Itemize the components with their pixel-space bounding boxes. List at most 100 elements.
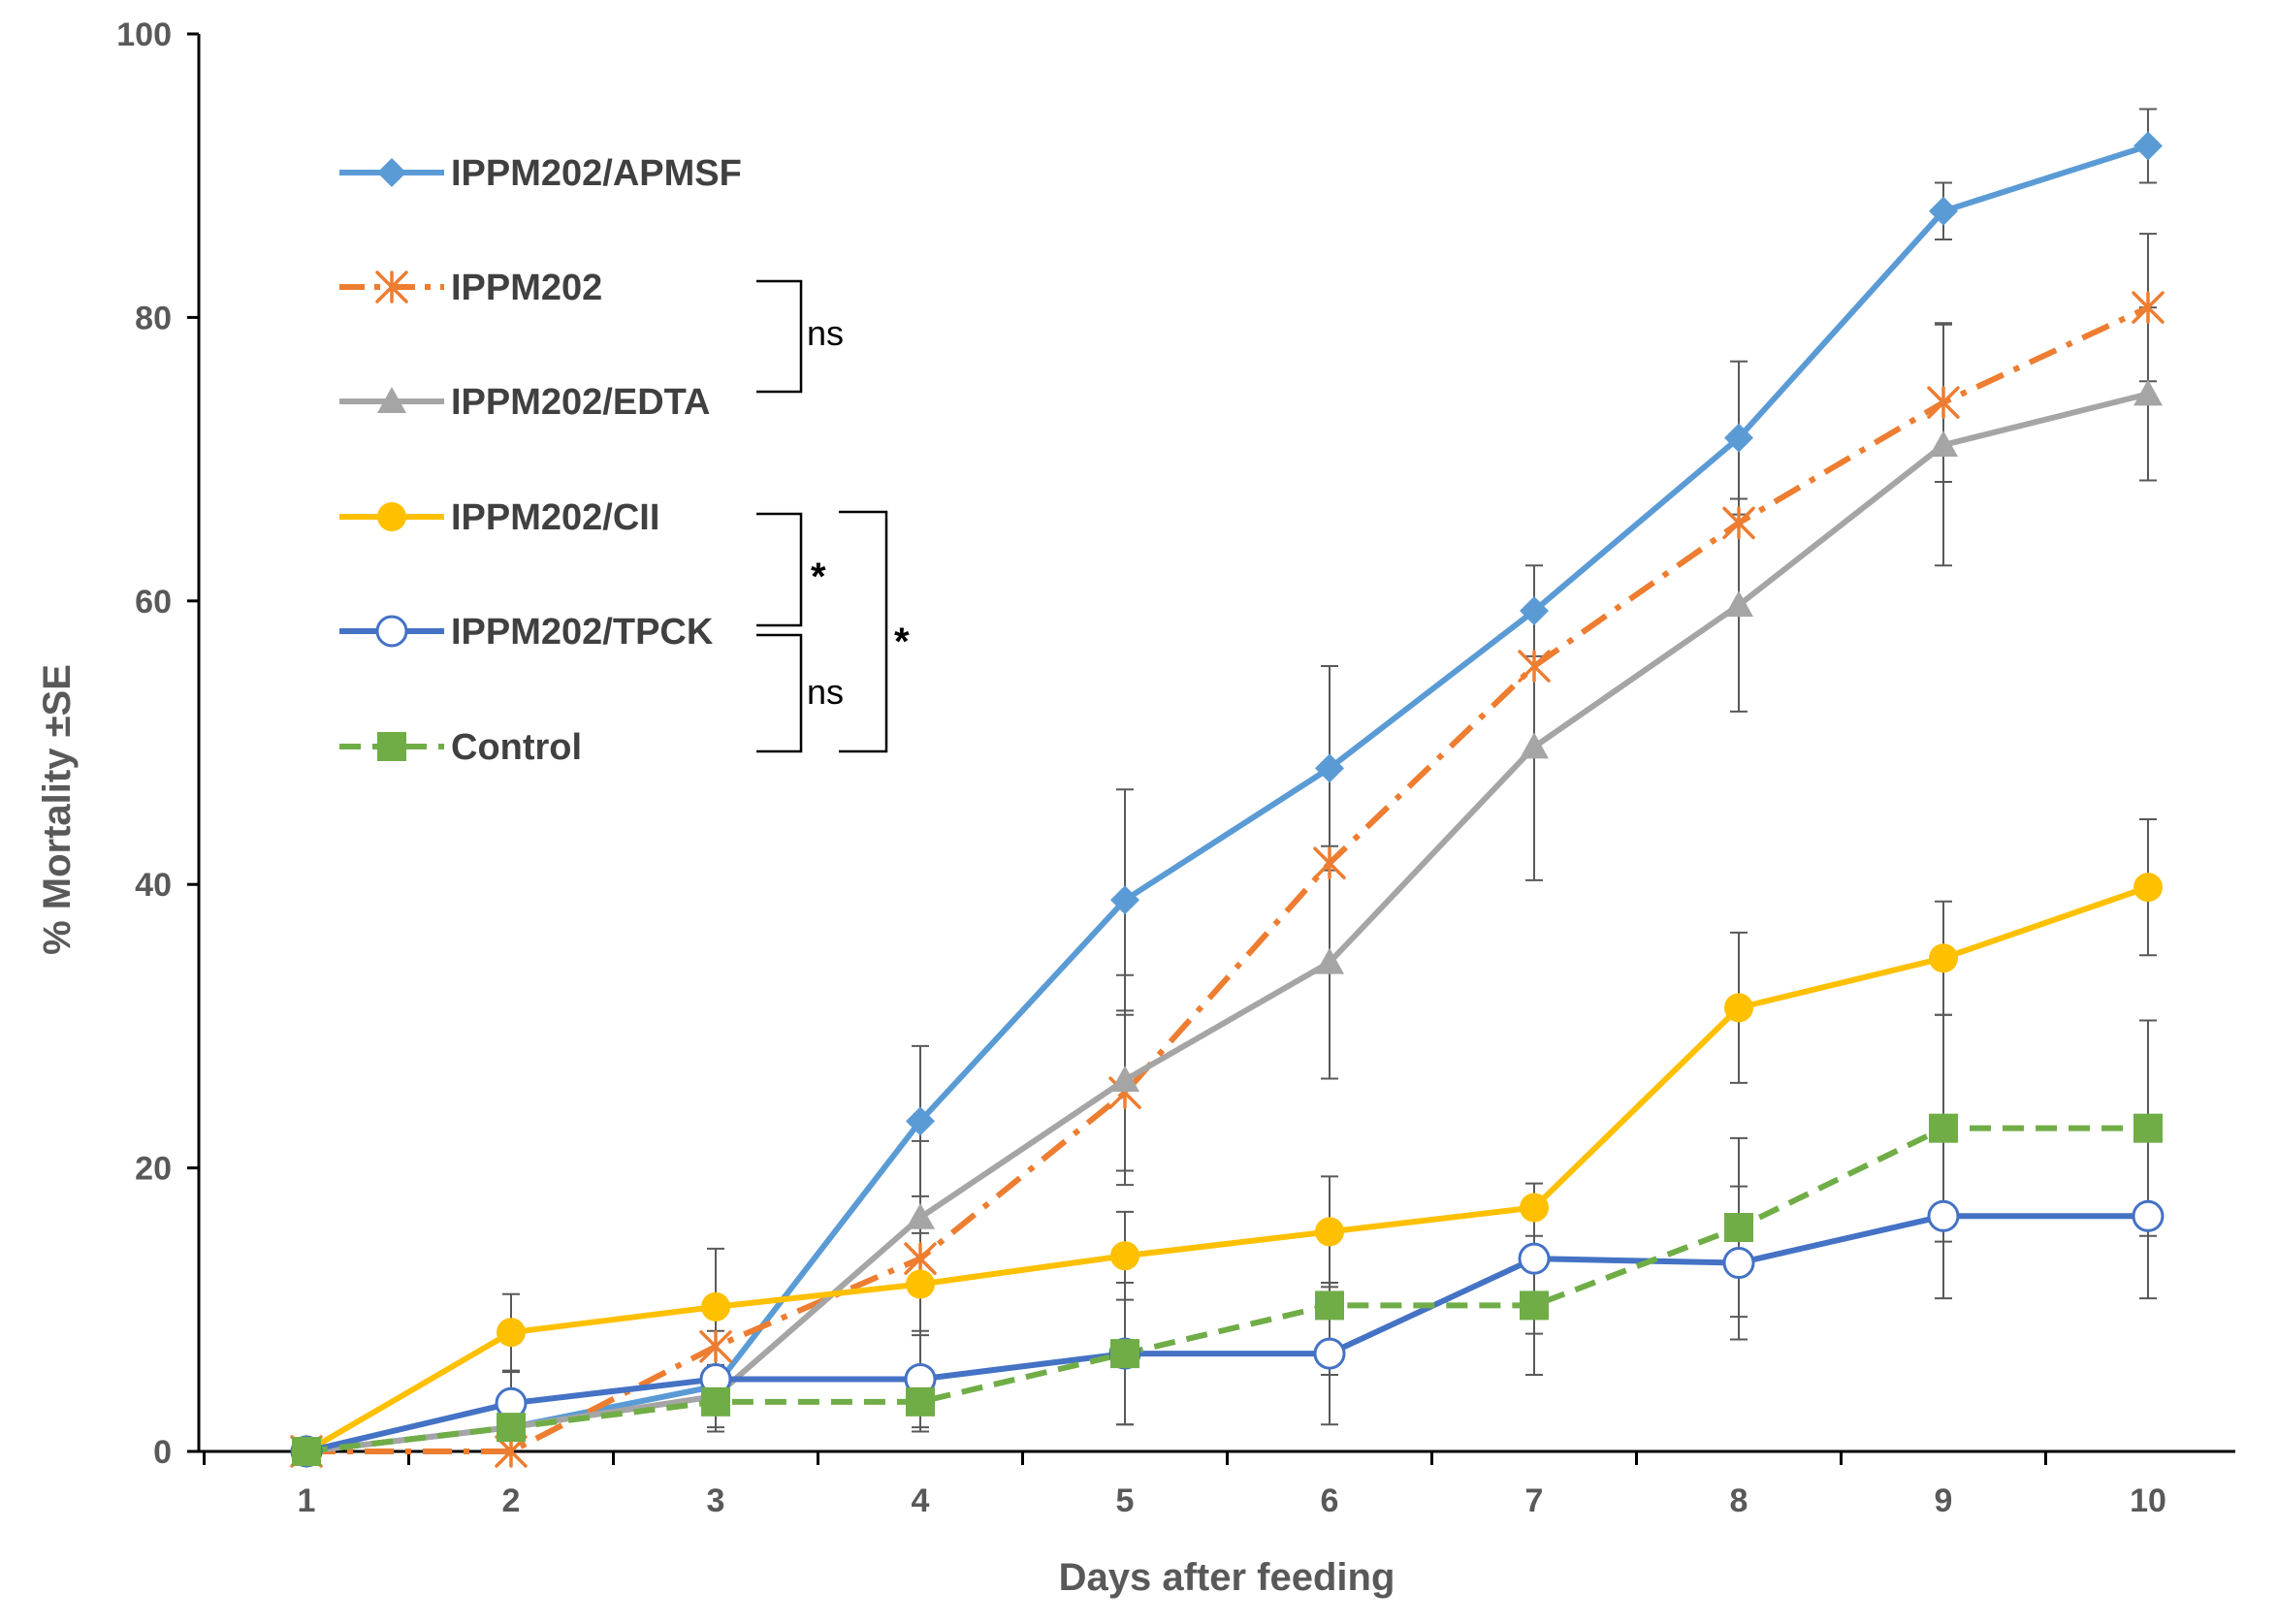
data-point	[906, 1269, 935, 1299]
legend-item: IPPM202/CII	[339, 497, 659, 538]
data-point	[292, 1437, 321, 1466]
data-point	[2133, 131, 2163, 161]
data-point	[375, 615, 408, 648]
significance-brackets: ns * * ns	[756, 279, 910, 753]
data-point	[1929, 943, 1958, 973]
data-point	[1110, 1241, 1139, 1271]
data-point	[1315, 947, 1344, 974]
data-point	[1110, 885, 1139, 915]
x-tick-label: 1	[298, 1482, 316, 1519]
data-point	[1724, 423, 1753, 453]
data-point	[1315, 753, 1344, 783]
data-point	[1315, 1217, 1344, 1247]
x-tick-label: 8	[1730, 1482, 1748, 1519]
data-point	[1518, 650, 1551, 683]
data-point	[1929, 430, 1958, 457]
data-point	[2133, 873, 2163, 903]
legend-label: Control	[451, 727, 582, 768]
series-line	[305, 391, 2149, 1454]
series-lines	[305, 143, 2150, 1454]
legend-item: IPPM202/EDTA	[339, 382, 710, 423]
legend-label: IPPM202/EDTA	[451, 382, 710, 423]
data-point	[2133, 379, 2163, 406]
data-point	[1724, 1213, 1753, 1243]
x-tick-label: 9	[1935, 1482, 1953, 1519]
data-point	[377, 158, 406, 187]
data-point	[1110, 1065, 1139, 1092]
y-tick-label: 40	[135, 867, 172, 904]
data-point	[1520, 1193, 1549, 1223]
significance-star: *	[811, 556, 826, 598]
significance-star: *	[894, 621, 910, 663]
legend-label: IPPM202/TPCK	[451, 612, 714, 653]
series-line	[305, 1213, 2148, 1454]
data-point	[375, 271, 408, 303]
data-point	[2133, 1113, 2163, 1143]
x-tick-label: 2	[502, 1482, 521, 1519]
series-line	[305, 143, 2149, 1454]
data-point	[1313, 1337, 1346, 1370]
data-point	[497, 1318, 526, 1348]
y-tick-label: 20	[135, 1151, 172, 1188]
data-point	[1724, 590, 1753, 618]
x-tick-label: 7	[1525, 1482, 1544, 1519]
legend-label: IPPM202/CII	[451, 497, 659, 538]
data-point	[1927, 1199, 1960, 1232]
x-tick-label: 10	[2130, 1482, 2166, 1519]
data-point	[699, 1330, 732, 1363]
data-point	[377, 387, 406, 413]
data-point	[1518, 1242, 1551, 1275]
legend-item: IPPM202/TPCK	[339, 612, 714, 653]
legend-label: IPPM202	[451, 268, 602, 308]
data-point	[2132, 1199, 2165, 1232]
x-tick-label: 6	[1321, 1482, 1339, 1519]
y-tick-label: 80	[135, 300, 172, 336]
series-line	[305, 884, 2149, 1454]
data-point	[377, 502, 406, 531]
data-point	[1927, 386, 1960, 419]
data-point	[1722, 1247, 1755, 1280]
data-point	[1724, 993, 1753, 1023]
bracket	[839, 510, 888, 753]
significance-label: ns	[807, 672, 844, 712]
legend-item: Control	[339, 727, 582, 768]
data-point	[906, 1106, 935, 1136]
significance-label: ns	[807, 313, 844, 353]
data-point	[377, 732, 406, 761]
x-tick-label: 5	[1116, 1482, 1135, 1519]
y-tick-label: 0	[153, 1434, 172, 1471]
legend-item: IPPM202	[339, 268, 602, 308]
y-axis-title: % Mortality ±SE	[36, 664, 79, 955]
data-point	[1520, 596, 1549, 626]
bracket	[756, 633, 803, 753]
data-point	[2132, 291, 2165, 324]
series-line	[306, 304, 2150, 1454]
data-point	[1315, 1290, 1344, 1321]
data-point	[1520, 1290, 1549, 1321]
y-tick-label: 60	[135, 584, 172, 621]
legend: IPPM202/APMSF IPPM202 IPPM202/EDTA IPPM202/…	[339, 153, 742, 768]
data-point	[701, 1291, 730, 1321]
data-point	[701, 1386, 730, 1417]
data-point	[1313, 846, 1346, 880]
legend-item: IPPM202/APMSF	[339, 153, 742, 194]
axes: 0 20 40 60 80 100 1 2 3 4 5 6 7 8 9 10	[116, 16, 2235, 1519]
bracket	[756, 279, 803, 394]
legend-label: IPPM202/APMSF	[451, 153, 742, 194]
data-point	[1929, 196, 1958, 226]
data-point	[1520, 732, 1549, 759]
x-tick-label: 4	[912, 1482, 930, 1519]
series-markers	[290, 131, 2165, 1468]
data-point	[904, 1242, 937, 1275]
data-point	[1722, 506, 1755, 540]
x-axis-title: Days after feeding	[1059, 1556, 1395, 1599]
data-point	[906, 1386, 935, 1417]
series-line	[305, 1125, 2148, 1454]
data-point	[906, 1202, 935, 1229]
x-tick-label: 3	[707, 1482, 725, 1519]
data-point	[1110, 1339, 1139, 1369]
data-point	[1929, 1113, 1958, 1143]
bracket	[756, 512, 803, 627]
data-point	[497, 1413, 526, 1443]
